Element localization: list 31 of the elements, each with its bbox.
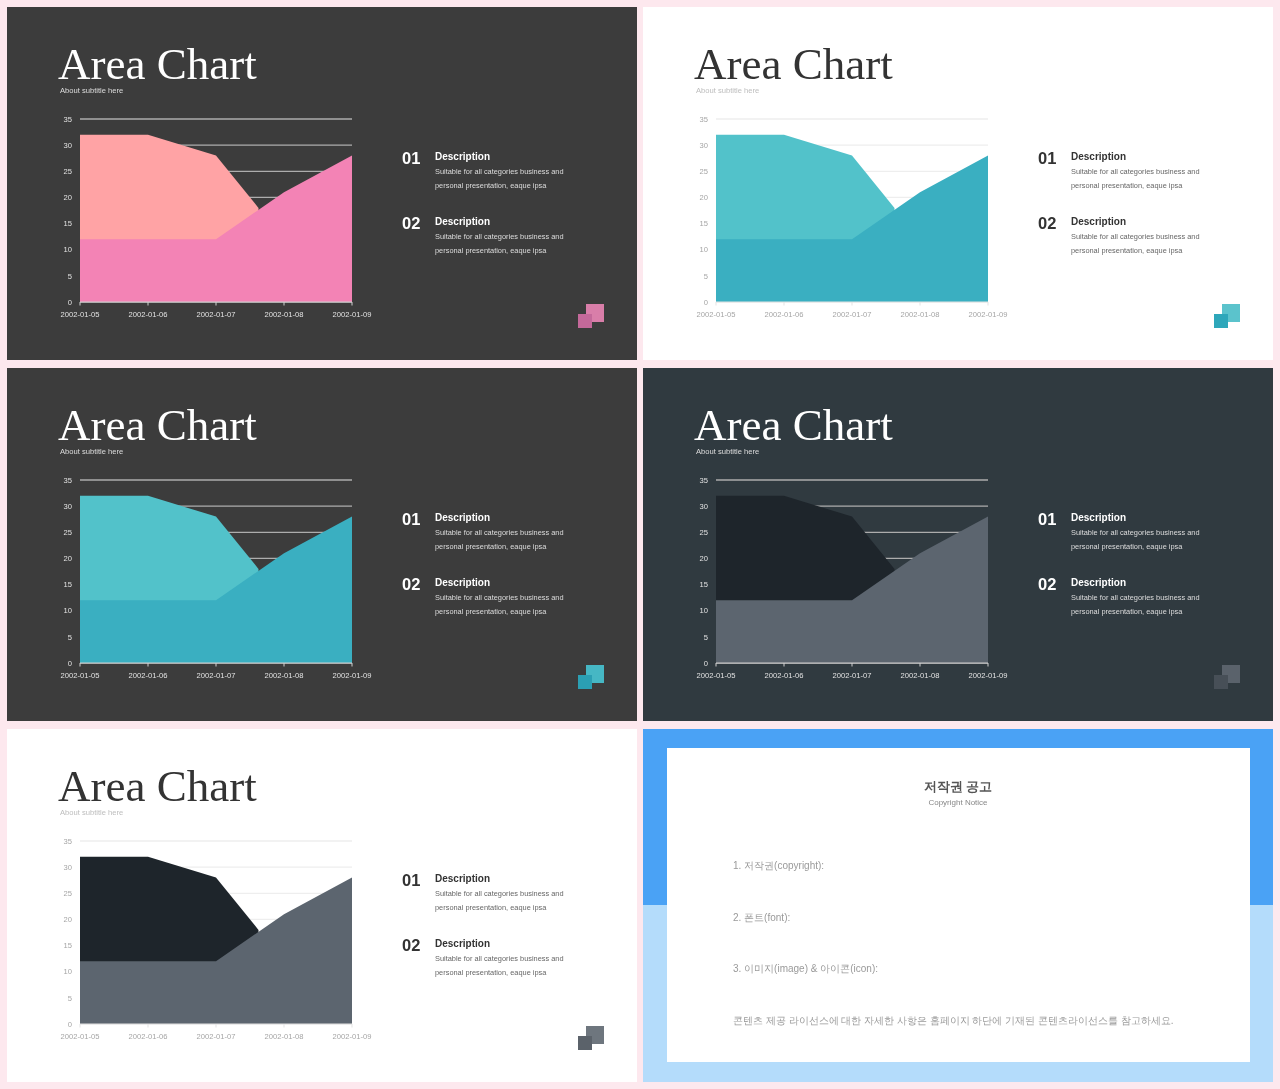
text: 01 bbox=[1038, 149, 1057, 167]
chart-title: Area Chart bbox=[58, 400, 258, 450]
text: Description bbox=[1071, 512, 1127, 523]
text: 01 bbox=[1038, 510, 1057, 528]
text: 콘텐츠 제공 라이선스에 대한 자세한 사항은 홈페이지 하단에 기재된 콘텐츠라이선스를 참고하세요. bbox=[733, 1015, 1174, 1027]
chart-title: Area Chart bbox=[58, 39, 258, 89]
text: Description bbox=[1071, 216, 1127, 227]
text: 3. 이미지(image) & 아이콘(icon): bbox=[733, 963, 879, 975]
text: Copyright Notice bbox=[928, 798, 989, 807]
text: 02 bbox=[1038, 575, 1057, 593]
text: Description bbox=[435, 216, 491, 227]
text: 2. 폰트(font): bbox=[733, 911, 791, 923]
text: 02 bbox=[402, 575, 421, 593]
text: 1. 저작권(copyright): bbox=[733, 860, 825, 871]
text: 01 bbox=[402, 510, 421, 528]
chart-title: Area Chart bbox=[58, 761, 258, 811]
text: 02 bbox=[1038, 214, 1057, 232]
text: 02 bbox=[402, 936, 421, 954]
text: Description bbox=[435, 577, 491, 588]
text: Description bbox=[435, 151, 491, 162]
text: Description bbox=[1071, 151, 1127, 162]
text: Description bbox=[1071, 577, 1127, 588]
text: Description bbox=[435, 873, 491, 884]
chart-title: Area Chart bbox=[694, 39, 894, 89]
text: 저작권 공고 bbox=[923, 779, 993, 794]
text: 01 bbox=[402, 149, 421, 167]
text: Description bbox=[435, 938, 491, 949]
text: 01 bbox=[402, 871, 421, 889]
chart-title: Area Chart bbox=[694, 400, 894, 450]
text: Description bbox=[435, 512, 491, 523]
text: 02 bbox=[402, 214, 421, 232]
